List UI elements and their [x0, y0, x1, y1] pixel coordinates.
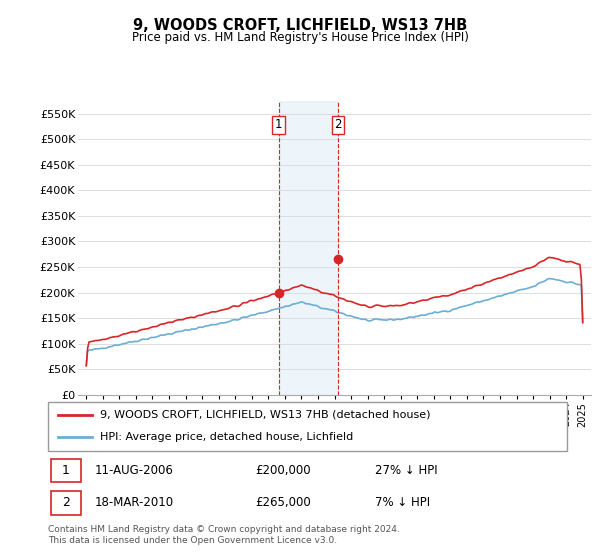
FancyBboxPatch shape [50, 491, 80, 515]
Text: £200,000: £200,000 [256, 464, 311, 477]
Text: 27% ↓ HPI: 27% ↓ HPI [375, 464, 437, 477]
Text: Contains HM Land Registry data © Crown copyright and database right 2024.
This d: Contains HM Land Registry data © Crown c… [48, 525, 400, 545]
Text: 1: 1 [62, 464, 70, 477]
Text: £265,000: £265,000 [256, 496, 311, 509]
Text: 11-AUG-2006: 11-AUG-2006 [95, 464, 173, 477]
Text: Price paid vs. HM Land Registry's House Price Index (HPI): Price paid vs. HM Land Registry's House … [131, 31, 469, 44]
FancyBboxPatch shape [48, 402, 567, 451]
Text: 2: 2 [334, 119, 341, 132]
Bar [278, 101, 338, 395]
FancyBboxPatch shape [50, 459, 80, 482]
Text: 1: 1 [275, 119, 282, 132]
Text: 7% ↓ HPI: 7% ↓ HPI [375, 496, 430, 509]
Text: 18-MAR-2010: 18-MAR-2010 [95, 496, 174, 509]
Text: 2: 2 [62, 496, 70, 509]
Text: 9, WOODS CROFT, LICHFIELD, WS13 7HB: 9, WOODS CROFT, LICHFIELD, WS13 7HB [133, 18, 467, 33]
Text: 9, WOODS CROFT, LICHFIELD, WS13 7HB (detached house): 9, WOODS CROFT, LICHFIELD, WS13 7HB (det… [100, 410, 430, 420]
Text: HPI: Average price, detached house, Lichfield: HPI: Average price, detached house, Lich… [100, 432, 353, 442]
